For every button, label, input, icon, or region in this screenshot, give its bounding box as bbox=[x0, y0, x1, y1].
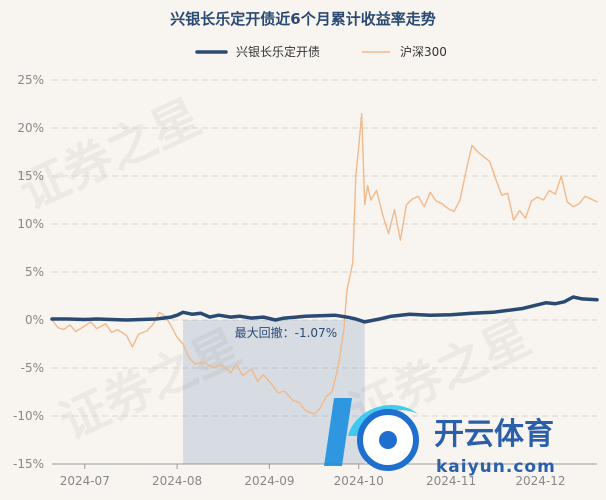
y-tick-label: 15% bbox=[17, 169, 44, 183]
logo-main-text: 开云体育 bbox=[434, 417, 554, 452]
watermark-text: 证券之星 bbox=[11, 89, 209, 221]
brand-logo: 开云体育 kaiyun.com bbox=[324, 398, 556, 477]
max-drawdown-label: 最大回撤：-1.07% bbox=[235, 325, 337, 340]
x-tick-label: 2024-09 bbox=[244, 474, 294, 488]
y-tick-label: 0% bbox=[25, 313, 44, 327]
y-axis-ticks: 25% 20% 15% 10% 5% 0% -5% -10% -15% bbox=[13, 73, 44, 471]
logo-k-icon bbox=[324, 398, 352, 466]
logo-swoosh-icon bbox=[348, 405, 418, 436]
y-tick-label: -10% bbox=[13, 409, 44, 423]
y-tick-label: 20% bbox=[17, 121, 44, 135]
y-tick-label: 10% bbox=[17, 217, 44, 231]
grid-lines bbox=[52, 79, 597, 465]
x-tick-label: 2024-07 bbox=[60, 474, 110, 488]
y-tick-label: -5% bbox=[21, 361, 44, 375]
legend: 兴银长乐定开债 沪深300 bbox=[195, 44, 447, 59]
series-line-fund bbox=[50, 295, 599, 324]
football-icon-center bbox=[379, 431, 397, 449]
y-tick-label: -15% bbox=[13, 457, 44, 471]
series-line-index bbox=[51, 112, 598, 415]
logo-sub-text: kaiyun.com bbox=[436, 457, 556, 477]
legend-label-fund: 兴银长乐定开债 bbox=[236, 44, 320, 59]
legend-label-index: 沪深300 bbox=[400, 45, 447, 59]
series-lines bbox=[50, 112, 599, 415]
x-tick-label: 2024-12 bbox=[515, 474, 565, 488]
chart-title: 兴银长乐定开债近6个月累计收益率走势 bbox=[170, 10, 435, 28]
x-tick-label: 2024-08 bbox=[152, 474, 202, 488]
y-tick-label: 25% bbox=[17, 73, 44, 87]
y-tick-label: 5% bbox=[25, 265, 44, 279]
x-axis-ticks: 2024-07 2024-08 2024-09 2024-10 2024-11 2024-… bbox=[60, 464, 565, 488]
x-tick-label: 2024-11 bbox=[426, 474, 476, 488]
x-tick-label: 2024-10 bbox=[334, 474, 384, 488]
